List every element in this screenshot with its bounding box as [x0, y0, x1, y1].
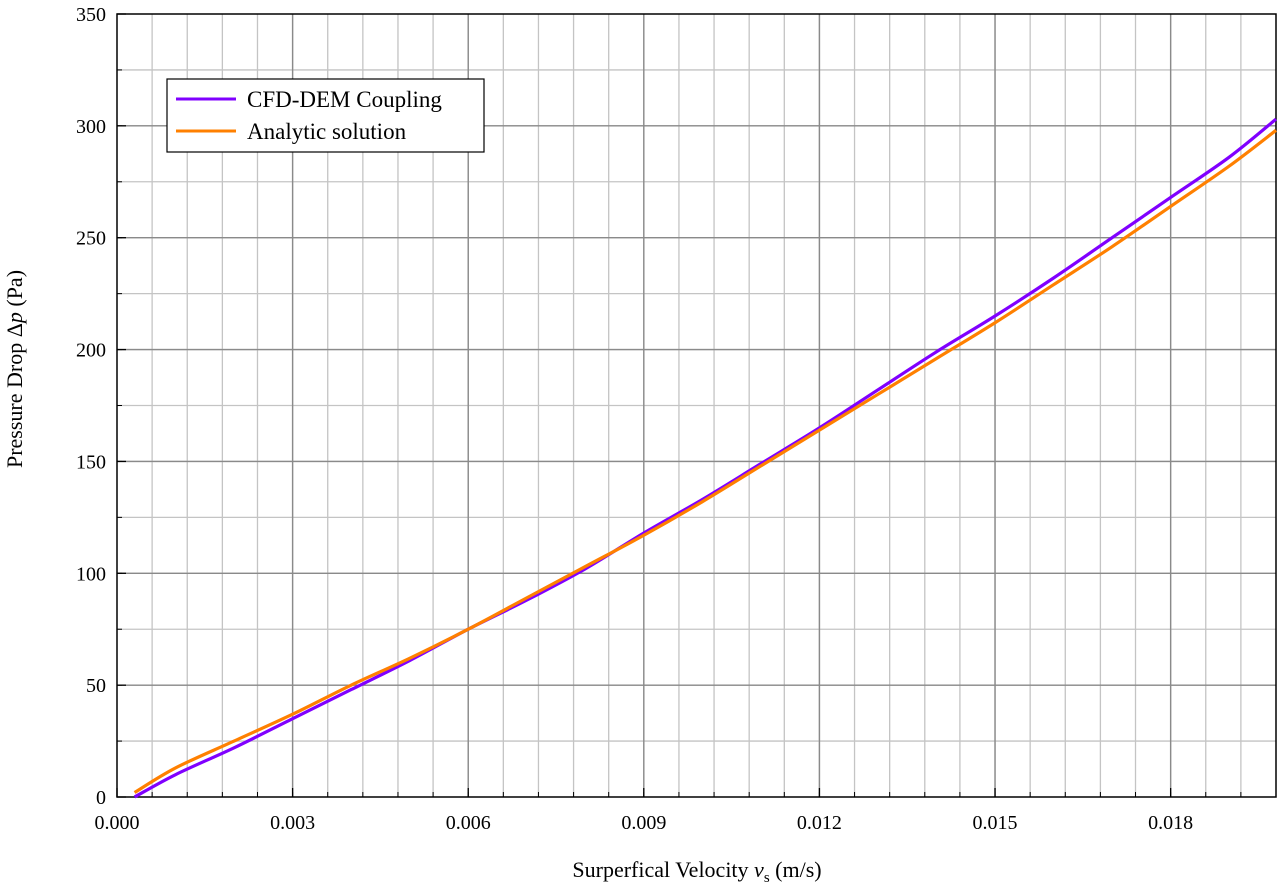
y-tick-label: 150 [76, 451, 106, 473]
series-line-cfd-dem [133, 117, 1278, 799]
y-tick-label: 200 [76, 340, 106, 362]
x-tick-label: 0.015 [973, 812, 1018, 834]
series-line-analytic [133, 129, 1277, 794]
y-tick-label: 50 [86, 675, 106, 697]
x-tick-label: 0.006 [446, 812, 491, 834]
y-axis-title: Pressure Drop Δp (Pa) [2, 270, 27, 468]
y-tick-label: 0 [96, 787, 106, 809]
y-tick-label: 350 [76, 4, 106, 26]
x-axis-title: Surperfical Velocity vs (m/s) [572, 857, 821, 886]
x-tick-label: 0.018 [1148, 812, 1193, 834]
y-tick-label: 250 [76, 228, 106, 250]
x-tick-labels: 0.000 0.003 0.006 0.009 0.012 0.015 0.018 [95, 812, 1194, 834]
x-tick-label: 0.000 [95, 812, 140, 834]
legend: CFD-DEM Coupling Analytic solution [166, 78, 485, 153]
series-lines [133, 117, 1278, 799]
x-tick-label: 0.009 [621, 812, 666, 834]
legend-box [166, 78, 485, 153]
y-tick-label: 300 [76, 116, 106, 138]
legend-label-analytic: Analytic solution [247, 119, 407, 144]
x-tick-label: 0.012 [797, 812, 842, 834]
y-tick-labels: 0 50 100 150 200 250 300 350 [76, 4, 106, 809]
axis-ticks [116, 13, 1242, 798]
y-tick-label: 100 [76, 563, 106, 585]
x-tick-label: 0.003 [270, 812, 315, 834]
legend-label-cfd-dem: CFD-DEM Coupling [247, 87, 442, 112]
